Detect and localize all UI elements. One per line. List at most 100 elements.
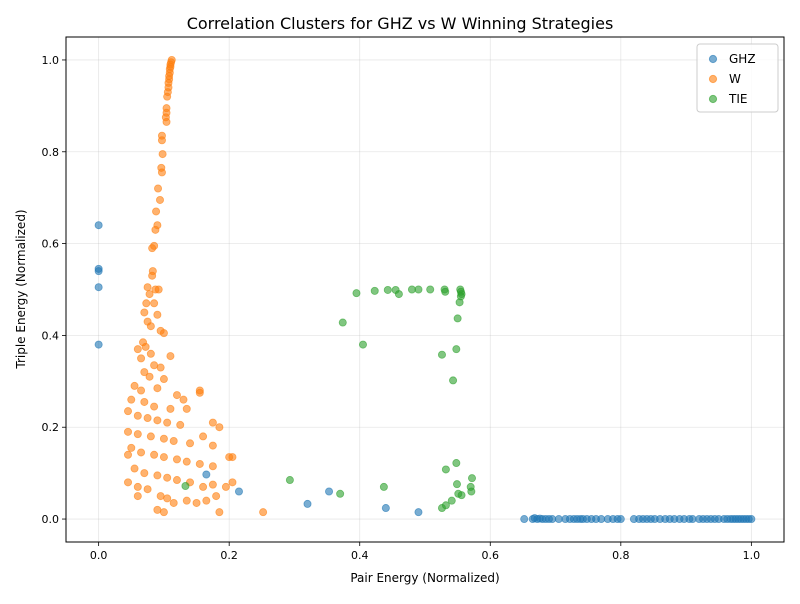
data-point-w <box>215 508 224 517</box>
data-point-w <box>124 407 133 416</box>
data-point-tie <box>181 481 190 490</box>
data-point-w <box>151 225 160 234</box>
axes-frame <box>65 36 785 543</box>
data-point-w <box>146 322 155 331</box>
data-points <box>94 55 756 524</box>
data-point-tie <box>447 496 456 505</box>
data-point-w <box>182 496 191 505</box>
data-point-w <box>159 434 168 443</box>
data-point-w <box>162 117 171 126</box>
legend-label: GHZ <box>729 52 756 66</box>
data-point-w <box>153 310 162 319</box>
data-point-w <box>143 414 152 423</box>
data-point-w <box>215 423 224 432</box>
data-point-w <box>182 457 191 466</box>
data-point-ghz <box>381 504 390 513</box>
x-tick-label: 1.0 <box>743 549 761 562</box>
data-point-ghz <box>94 340 103 349</box>
data-point-tie <box>467 474 476 483</box>
data-point-w <box>151 285 160 294</box>
legend-label: W <box>729 72 741 86</box>
data-point-ghz <box>554 515 563 524</box>
y-tick-label: 1.0 <box>42 54 60 67</box>
data-point-w <box>166 352 175 361</box>
data-point-ghz <box>202 470 211 479</box>
data-point-w <box>228 453 237 462</box>
y-tick-label: 0.4 <box>42 329 60 342</box>
data-point-tie <box>379 482 388 491</box>
legend-marker-w <box>708 74 718 84</box>
series-tie <box>181 285 476 513</box>
x-tick-label: 0.2 <box>220 549 238 562</box>
data-point-w <box>143 283 152 292</box>
legend-label: TIE <box>728 92 747 106</box>
legend: GHZ W TIE <box>696 43 779 113</box>
series-w <box>124 55 268 517</box>
data-point-w <box>150 241 159 250</box>
data-point-w <box>259 508 268 517</box>
data-point-w <box>158 150 167 159</box>
data-point-w <box>199 432 208 441</box>
data-point-w <box>133 411 142 420</box>
data-point-w <box>195 388 204 397</box>
data-point-tie <box>455 298 464 307</box>
data-point-w <box>172 476 181 485</box>
data-point-w <box>141 342 150 351</box>
y-tick-label: 0.8 <box>42 146 60 159</box>
y-axis-label: Triple Energy (Normalized) <box>14 209 28 369</box>
data-point-w <box>208 480 217 489</box>
data-point-w <box>176 420 185 429</box>
data-point-ghz <box>688 515 697 524</box>
x-tick-label: 0.8 <box>612 549 630 562</box>
data-point-w <box>137 448 146 457</box>
legend-item-ghz: GHZ <box>708 52 756 66</box>
y-axis-ticks: 0.0 0.2 0.4 0.6 0.8 1.0 <box>42 54 66 526</box>
data-point-w <box>155 195 164 204</box>
data-point-w <box>192 498 201 507</box>
data-point-tie <box>383 285 392 294</box>
legend-box <box>696 43 779 113</box>
data-point-tie <box>338 318 347 327</box>
data-point-w <box>156 492 165 501</box>
data-point-tie <box>437 350 446 359</box>
data-point-w <box>133 482 142 491</box>
data-point-tie <box>457 491 466 500</box>
data-point-tie <box>441 465 450 474</box>
data-point-tie <box>449 376 458 385</box>
data-point-w <box>157 168 166 177</box>
data-point-w <box>143 485 152 494</box>
x-axis-ticks: 0.0 0.2 0.4 0.6 0.8 1.0 <box>90 542 760 562</box>
data-point-tie <box>441 287 450 296</box>
data-point-w <box>172 391 181 400</box>
data-point-w <box>140 368 149 377</box>
data-point-w <box>208 418 217 427</box>
x-tick-label: 0.0 <box>90 549 108 562</box>
data-point-tie <box>352 289 361 298</box>
data-point-tie <box>426 285 435 294</box>
y-tick-label: 0.2 <box>42 421 60 434</box>
data-point-w <box>208 441 217 450</box>
data-point-w <box>153 505 162 514</box>
data-point-w <box>157 136 166 145</box>
data-point-ghz <box>520 515 529 524</box>
data-point-ghz <box>597 515 606 524</box>
data-point-w <box>130 381 139 390</box>
data-point-tie <box>452 480 461 489</box>
data-point-w <box>153 471 162 480</box>
data-point-w <box>154 184 163 193</box>
data-point-w <box>146 432 155 441</box>
data-point-w <box>179 395 188 404</box>
series-ghz <box>94 221 756 524</box>
x-tick-label: 0.4 <box>351 549 369 562</box>
data-point-w <box>140 308 149 317</box>
data-point-w <box>169 498 178 507</box>
y-tick-label: 0.0 <box>42 513 60 526</box>
data-point-w <box>145 372 154 381</box>
data-point-tie <box>336 489 345 498</box>
data-point-ghz <box>234 487 243 496</box>
data-point-w <box>124 478 133 487</box>
data-point-w <box>145 290 154 299</box>
data-point-w <box>169 436 178 445</box>
grid-lines <box>66 37 784 542</box>
